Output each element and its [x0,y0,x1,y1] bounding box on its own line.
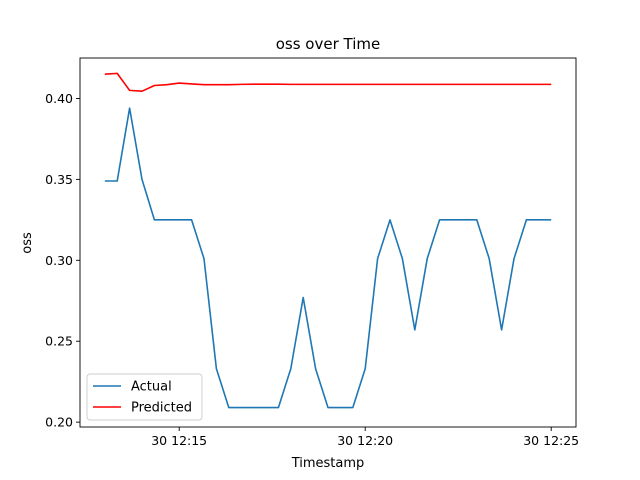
y-tick-label: 0.40 [45,91,73,106]
series-line-actual [104,107,552,409]
x-tick-label: 30 12:20 [337,433,393,448]
x-tick-label: 30 12:15 [151,433,207,448]
y-tick-label: 0.25 [45,334,73,349]
x-tick-label: 30 12:25 [523,433,579,448]
y-axis-label: oss [20,232,35,254]
x-axis-label: Timestamp [291,456,365,471]
plot-frame [79,57,577,428]
y-tick-label: 0.20 [45,415,73,430]
chart-title: oss over Time [276,35,381,53]
plot-area: 0.20 0.25 0.30 0.35 0.40 30 12:15 30 12:20 30 1… [45,57,579,448]
y-tick-label: 0.35 [45,172,73,187]
legend-label-actual: Actual [131,380,172,395]
series-line-predicted [104,72,552,92]
y-tick-label: 0.30 [45,253,73,268]
legend-label-predicted: Predicted [131,401,192,416]
